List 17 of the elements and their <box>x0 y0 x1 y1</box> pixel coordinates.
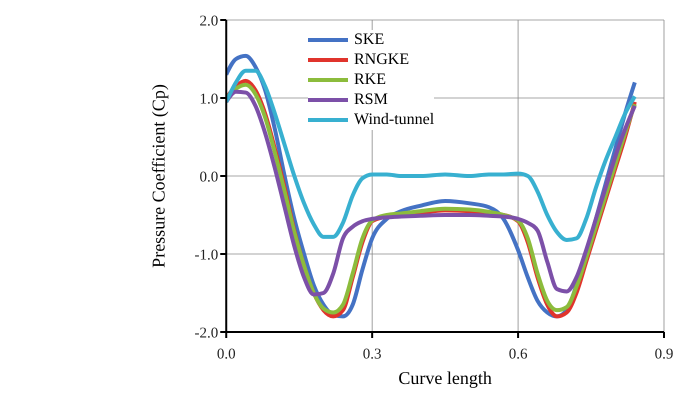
legend-label: SKE <box>354 30 384 50</box>
x-tick-label: 0.3 <box>362 346 382 363</box>
line-series <box>226 68 637 242</box>
legend-label: RKE <box>354 70 386 90</box>
y-tick-label: 1.0 <box>199 91 218 108</box>
legend-label: Wind-tunnel <box>354 110 434 130</box>
x-axis-title: Curve length <box>398 368 492 388</box>
y-tick-label: -1.0 <box>194 247 218 264</box>
x-tick-label: 0.0 <box>216 346 236 363</box>
legend-label: RNGKE <box>354 50 410 70</box>
x-tick-label: 0.6 <box>508 346 528 363</box>
x-tick-label: 0.9 <box>654 346 674 363</box>
legend-label: RSM <box>354 90 388 110</box>
y-tick-label: 0.0 <box>199 169 218 186</box>
y-tick-label: 2.0 <box>199 13 218 30</box>
y-tick-label: -2.0 <box>194 325 218 342</box>
y-axis-title: Pressure Coefficient (Cp) <box>148 84 169 268</box>
